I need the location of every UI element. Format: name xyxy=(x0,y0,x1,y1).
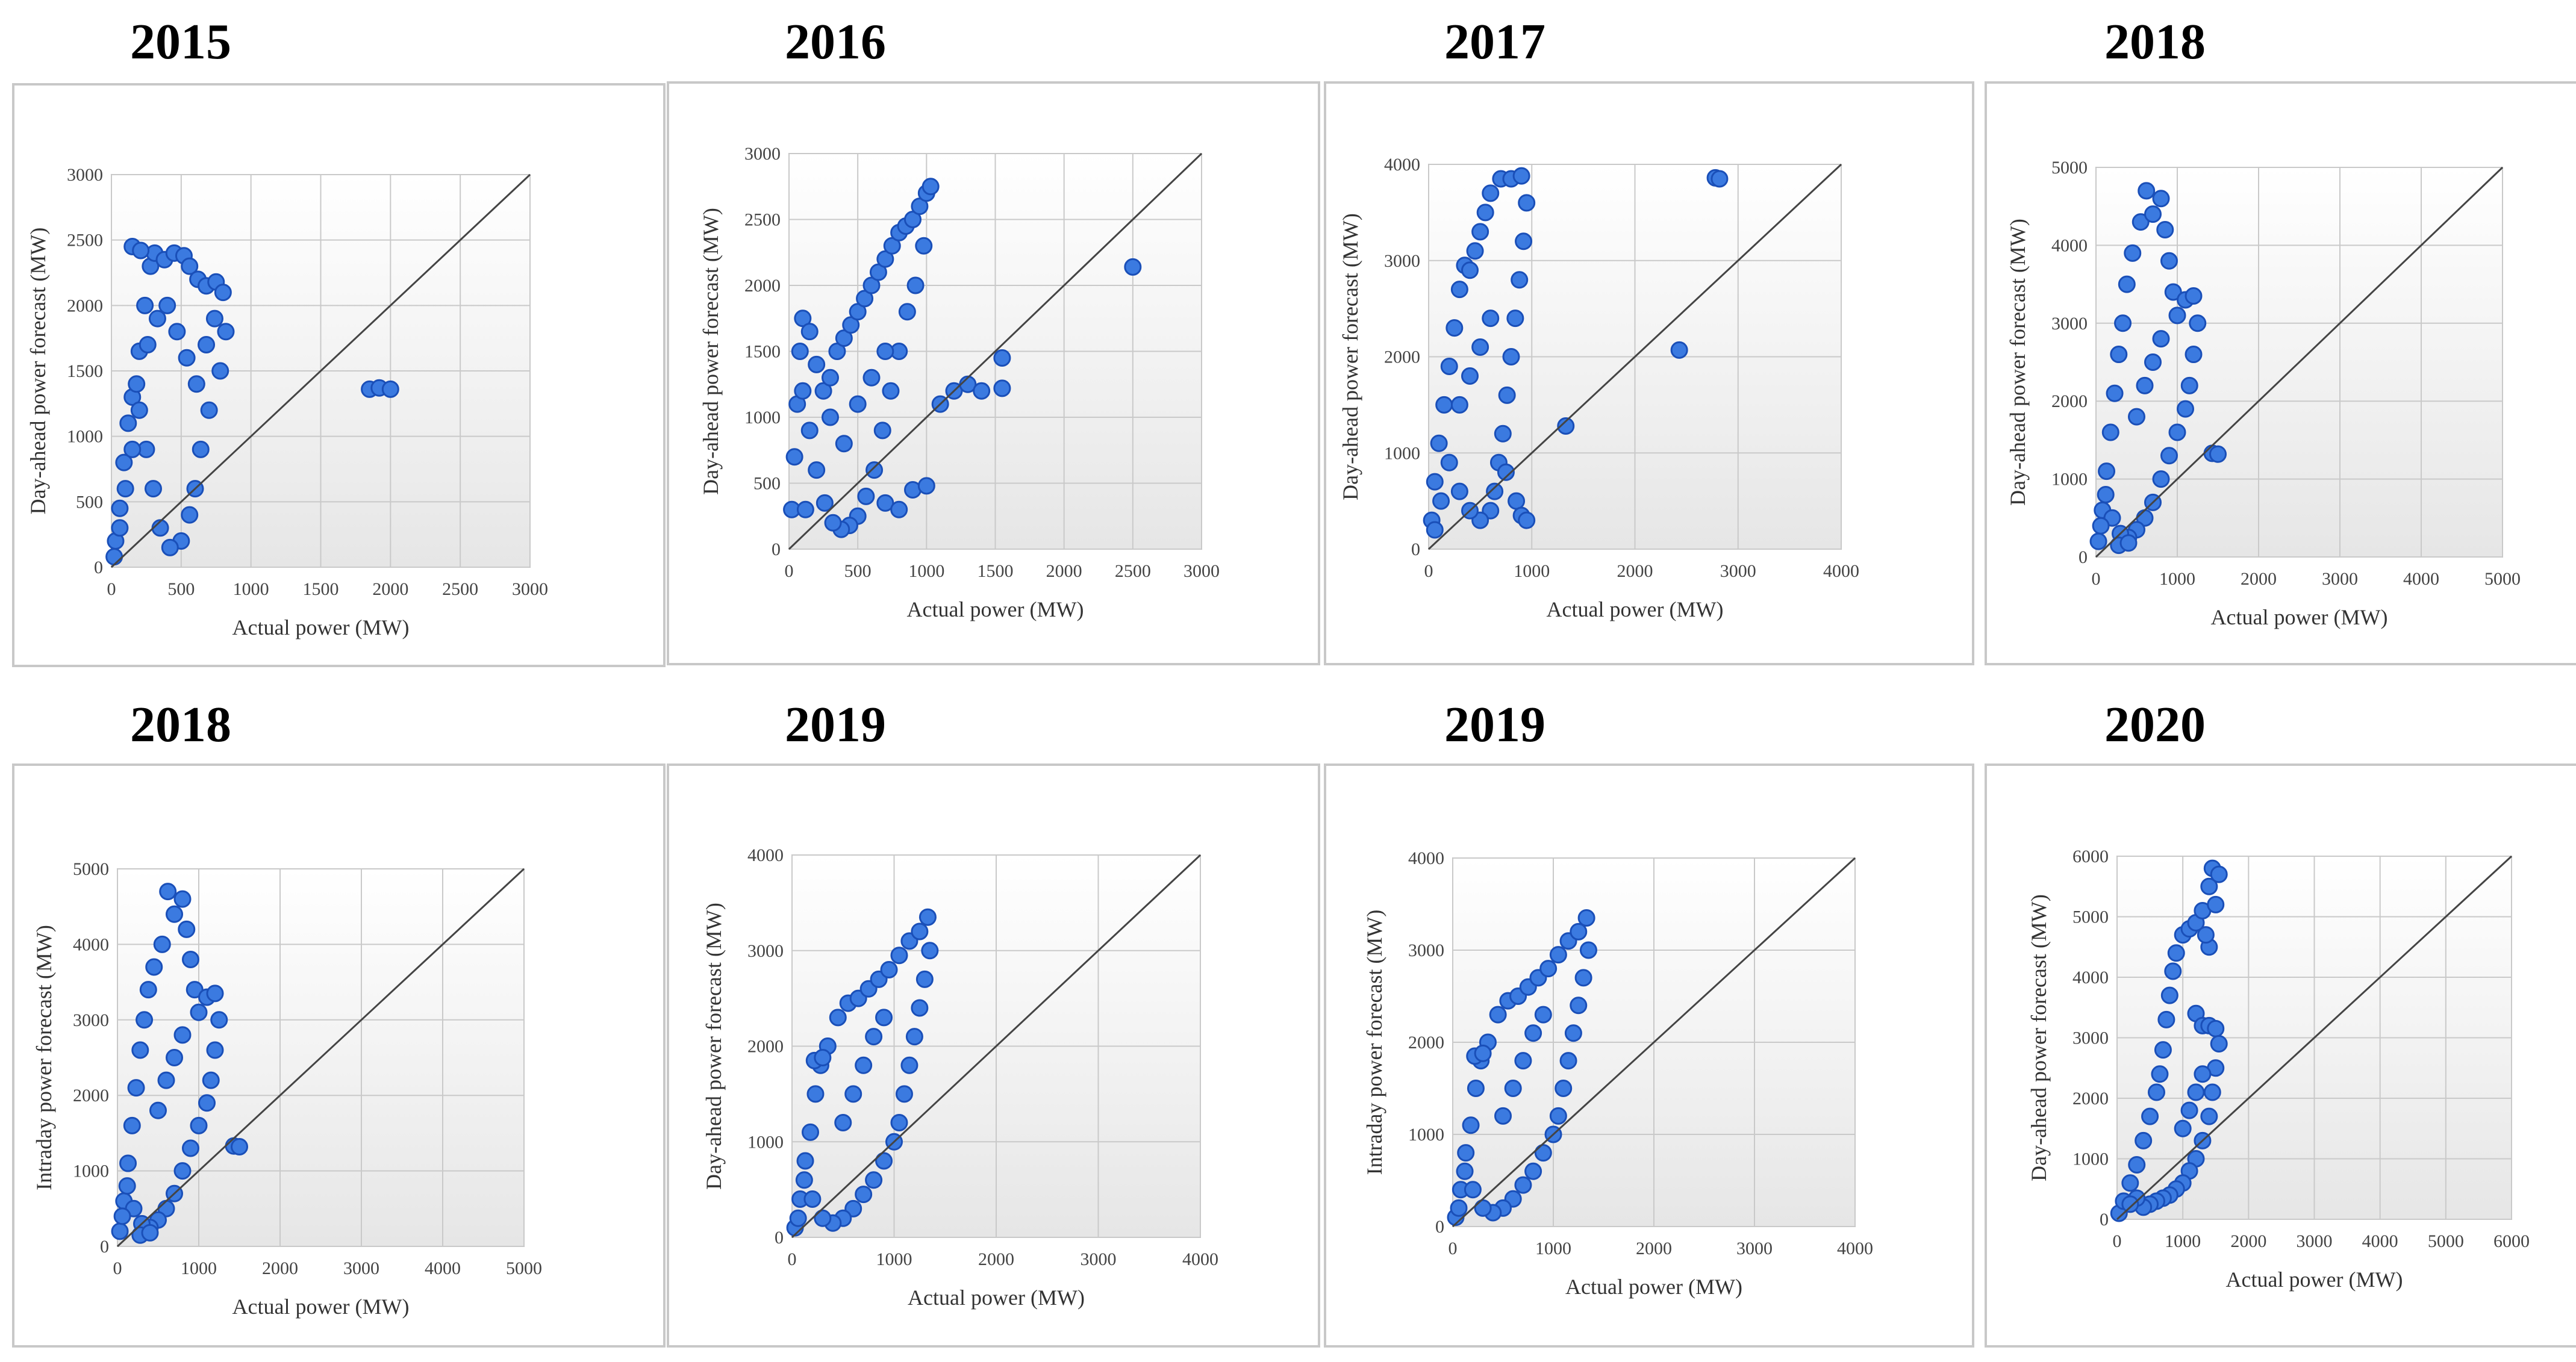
chart-title: 2020 xyxy=(2104,697,2206,753)
chart-title: 2018 xyxy=(2104,14,2206,70)
chart-title: 2017 xyxy=(1444,14,1545,70)
chart-panel xyxy=(12,83,666,667)
chart-title: 2019 xyxy=(1444,697,1545,753)
chart-title: 2016 xyxy=(785,14,886,70)
chart-panel xyxy=(1324,763,1974,1348)
chart-panel xyxy=(1324,81,1974,665)
chart-title: 2019 xyxy=(785,697,886,753)
chart-panel xyxy=(667,763,1320,1348)
chart-panel xyxy=(12,763,666,1348)
chart-title: 2018 xyxy=(130,697,231,753)
chart-panel xyxy=(1985,81,2576,665)
chart-title: 2015 xyxy=(130,14,231,70)
chart-panel xyxy=(667,81,1320,665)
chart-panel xyxy=(1985,763,2576,1348)
